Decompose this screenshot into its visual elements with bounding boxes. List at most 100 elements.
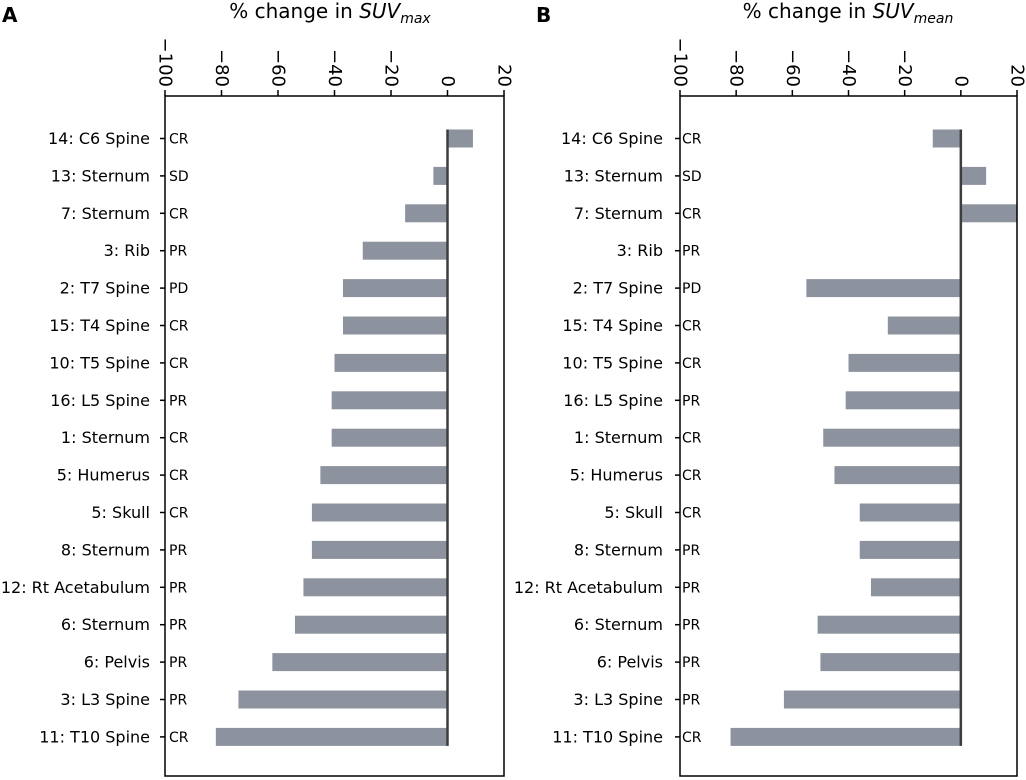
panel-a-bar	[331, 391, 448, 410]
panel-a-category-label: 6: Pelvis	[84, 653, 150, 672]
panel-b-category-label: 3: L3 Spine	[573, 690, 663, 709]
panel-b-bar	[859, 540, 961, 559]
panel-b-xtick-label: 0	[950, 76, 971, 87]
panel-b-response-label: PR	[682, 618, 700, 634]
panel-b-xtick-label: −40	[838, 49, 859, 87]
panel-a-bar	[433, 166, 448, 185]
panel-a-xtick-label: −40	[324, 49, 345, 87]
panel-b-bar	[960, 204, 1017, 223]
panel-b-bar	[848, 353, 961, 372]
panel-a-category-label: 7: Sternum	[61, 204, 150, 223]
panel-b-category-label: 1: Sternum	[574, 428, 663, 447]
panel-a-bar	[331, 428, 448, 447]
panel-a-response-label: PR	[169, 693, 187, 709]
panel-a: A % change in SUVmax −100 −80 −60 −40 −20 0 20…	[1, 0, 515, 777]
panel-a-bar	[342, 279, 448, 298]
panel-a-response-label: CR	[169, 206, 189, 222]
panel-b-category-label: 14: C6 Spine	[561, 129, 663, 148]
panel-b-xtick-label: −20	[894, 49, 915, 87]
panel-a-title: % change in SUVmax	[229, 0, 431, 27]
panel-a-response-label: PR	[169, 618, 187, 634]
panel-b-label: B	[536, 3, 551, 27]
panel-b-category-label: 7: Sternum	[574, 204, 663, 223]
panel-a-category-label: 2: T7 Spine	[60, 279, 150, 298]
panel-b-bar	[845, 391, 961, 410]
panel-b-bar	[806, 279, 961, 298]
panel-b-bar	[783, 690, 961, 709]
panel-a-xtick-label: 0	[437, 76, 458, 87]
panel-a-category-label: 6: Sternum	[61, 615, 150, 634]
panel-a-response-label: SD	[169, 169, 189, 185]
panel-b-response-label: CR	[682, 132, 702, 148]
panel-a-category-label: 16: L5 Spine	[50, 391, 150, 410]
panel-a-xtick-label: −20	[381, 49, 402, 87]
panel-a-label: A	[2, 3, 18, 27]
panel-b-response-label: PR	[682, 693, 700, 709]
panel-b-bar	[820, 653, 961, 672]
panel-a-xtick-label: −80	[211, 49, 232, 87]
panel-a-bar	[342, 316, 448, 335]
panel-b-bar	[834, 466, 961, 485]
panel-b-response-label: CR	[682, 431, 702, 447]
panel-b-category-label: 12: Rt Acetabulum	[514, 578, 663, 597]
panel-b-category-label: 8: Sternum	[574, 540, 663, 559]
panel-a-response-label: PR	[169, 244, 187, 260]
panel-b-response-label: PR	[682, 655, 700, 671]
panel-b-category-label: 3: Rib	[617, 241, 663, 260]
panel-b-bar	[887, 316, 961, 335]
panel-b-response-label: PR	[682, 393, 700, 409]
panel-a-response-label: CR	[169, 431, 189, 447]
panel-b-category-label: 10: T5 Spine	[562, 353, 663, 372]
panel-a-category-label: 10: T5 Spine	[49, 353, 150, 372]
panel-a-category-label: 11: T10 Spine	[39, 727, 150, 746]
panel-a-response-label: CR	[169, 132, 189, 148]
panel-b: B % change in SUVmean −100 −80 −60 −40 −20 0 2…	[514, 0, 1026, 777]
panel-a-bar	[294, 615, 448, 634]
panel-b-category-label: 5: Humerus	[570, 466, 663, 485]
panel-b-category-label: 6: Pelvis	[597, 653, 663, 672]
panel-b-title: % change in SUVmean	[743, 0, 954, 27]
panel-b-bar	[960, 166, 987, 185]
panel-b-category-label: 13: Sternum	[564, 166, 663, 185]
panel-a-category-label: 14: C6 Spine	[48, 129, 150, 148]
panel-b-category-label: 5: Skull	[604, 503, 663, 522]
panel-b-response-label: PR	[682, 543, 700, 559]
panel-b-response-label: CR	[682, 356, 702, 372]
panel-a-category-label: 5: Humerus	[57, 466, 150, 485]
panel-b-category-label: 11: T10 Spine	[552, 727, 663, 746]
panel-a-xtick-label: −100	[155, 38, 176, 87]
panel-a-bar	[320, 466, 448, 485]
panel-b-response-label: CR	[682, 506, 702, 522]
panel-a-response-label: CR	[169, 319, 189, 335]
panel-a-response-label: CR	[169, 356, 189, 372]
panel-b-xtick-label: −80	[726, 49, 747, 87]
panel-b-category-label: 2: T7 Spine	[573, 279, 663, 298]
panel-a-xtick-label: 20	[494, 64, 515, 87]
panel-b-xtick-label: 20	[1007, 64, 1026, 87]
panel-b-bar	[823, 428, 961, 447]
panel-b-response-label: CR	[682, 319, 702, 335]
panel-a-response-label: PR	[169, 543, 187, 559]
panel-a-bar	[311, 540, 448, 559]
panel-a-category-label: 8: Sternum	[61, 540, 150, 559]
panel-a-response-label: CR	[169, 506, 189, 522]
panel-b-response-label: CR	[682, 730, 702, 746]
panel-a-category-label: 13: Sternum	[51, 166, 150, 185]
panel-b-category-label: 15: T4 Spine	[562, 316, 663, 335]
panel-a-category-label: 3: Rib	[104, 241, 150, 260]
panel-a-response-label: CR	[169, 468, 189, 484]
panel-b-bar	[870, 578, 961, 597]
panel-a-category-label: 12: Rt Acetabulum	[1, 578, 150, 597]
panel-a-xtick-label: −60	[268, 49, 289, 87]
panel-b-response-label: PR	[682, 244, 700, 260]
panel-a-bar	[238, 690, 448, 709]
panel-b-bar	[932, 129, 961, 148]
panel-a-bar	[334, 353, 448, 372]
panel-b-bar	[817, 615, 961, 634]
panel-b-response-label: CR	[682, 468, 702, 484]
panel-a-response-label: PD	[169, 281, 188, 297]
panel-a-bar	[311, 503, 448, 522]
panel-b-category-label: 6: Sternum	[574, 615, 663, 634]
panel-b-category-label: 16: L5 Spine	[563, 391, 663, 410]
